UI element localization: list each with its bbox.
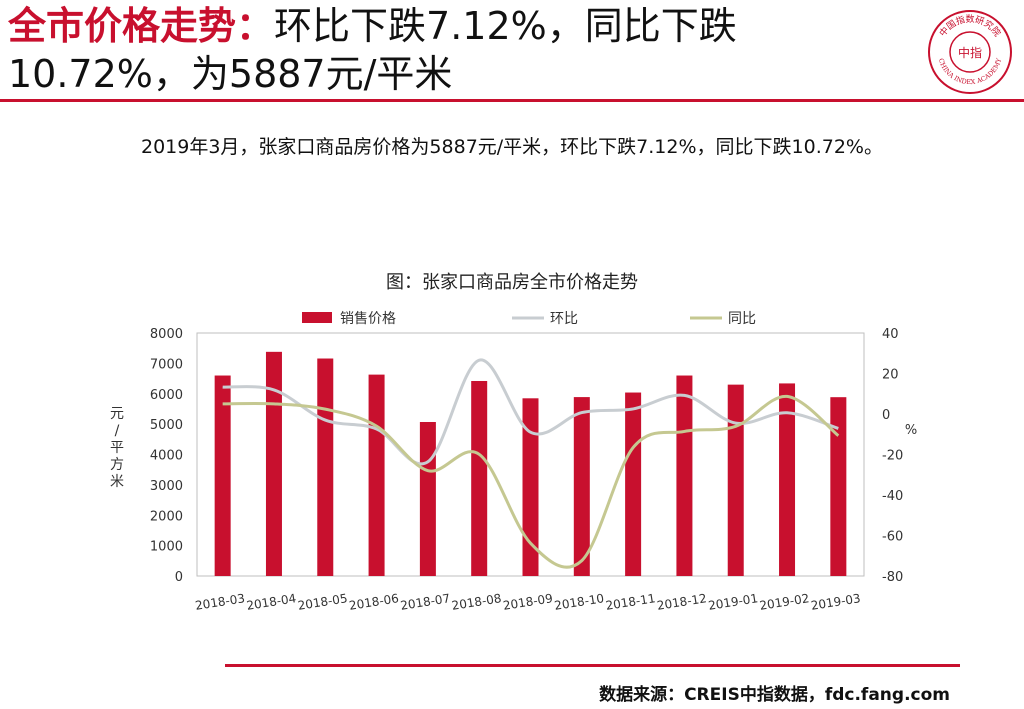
legend-label: 销售价格 — [340, 311, 396, 327]
title-divider — [0, 99, 1024, 102]
price-bar — [471, 380, 488, 576]
y-left-tick-label: 8000 — [150, 327, 183, 342]
x-tick-label: 2018-09 — [502, 591, 554, 613]
x-tick-label: 2018-10 — [553, 591, 605, 613]
x-tick-label: 2019-01 — [707, 591, 759, 613]
x-tick-label: 2018-05 — [297, 591, 349, 613]
y-right-tick-label: -20 — [882, 449, 903, 464]
y-left-tick-label: 4000 — [150, 449, 183, 464]
legend-label: 环比 — [550, 311, 578, 327]
price-bar — [676, 375, 693, 576]
y-left-tick-label: 7000 — [150, 357, 183, 372]
y-right-axis-label: % — [905, 423, 917, 438]
y-right-tick-label: -60 — [882, 530, 903, 545]
legend-label: 同比 — [728, 311, 756, 327]
x-tick-label: 2018-07 — [399, 591, 451, 613]
price-bar — [779, 383, 796, 576]
y-left-tick-label: 5000 — [150, 418, 183, 433]
x-tick-label: 2018-11 — [605, 591, 657, 613]
x-tick-label: 2019-02 — [759, 591, 811, 613]
y-left-axis-label-char: 元 — [110, 406, 124, 422]
page-title: 全市价格走势：环比下跌7.12%，同比下跌10.72%，为5887元/平米 — [8, 2, 908, 98]
x-tick-label: 2018-08 — [451, 591, 503, 613]
legend-swatch-bar — [302, 312, 332, 323]
x-tick-label: 2018-06 — [348, 591, 400, 613]
logo-center-text: 中指 — [958, 45, 982, 60]
yoy-line — [222, 394, 840, 569]
footer-divider — [225, 664, 960, 667]
y-right-tick-label: 0 — [882, 408, 890, 423]
price-bar — [727, 384, 744, 576]
y-left-tick-label: 3000 — [150, 479, 183, 494]
x-tick-label: 2018-03 — [194, 591, 246, 613]
price-bar — [265, 351, 282, 576]
price-bar — [830, 397, 847, 576]
y-left-axis-label-char: 米 — [110, 474, 124, 490]
price-bar — [625, 392, 642, 576]
y-left-axis-label-char: 方 — [110, 457, 124, 473]
price-bar — [368, 374, 385, 576]
y-left-tick-label: 1000 — [150, 540, 183, 555]
page-title-rest: 环比下跌7.12%，同比下跌10.72%，为5887元/平米 — [8, 4, 737, 96]
y-right-tick-label: -80 — [882, 570, 903, 585]
page-title-accent: 全市价格走势： — [8, 4, 275, 48]
y-left-tick-label: 2000 — [150, 509, 183, 524]
summary-text: 2019年3月，张家口商品房价格为5887元/平米，环比下跌7.12%，同比下跌… — [140, 136, 883, 158]
price-bar — [522, 398, 539, 576]
price-bar — [419, 421, 436, 576]
y-right-tick-label: -40 — [882, 489, 903, 504]
y-left-axis-label-char: / — [115, 423, 120, 439]
price-bar — [573, 397, 590, 576]
china-index-academy-seal-icon: 中国指数研究院 CHINA INDEX ACADEMY 中指 — [928, 10, 1012, 94]
x-tick-label: 2018-12 — [656, 591, 708, 613]
y-left-tick-label: 6000 — [150, 388, 183, 403]
x-tick-label: 2019-03 — [810, 591, 862, 613]
price-bar — [317, 358, 334, 576]
x-tick-label: 2018-04 — [245, 591, 297, 613]
chart-title: 图：张家口商品房全市价格走势 — [386, 272, 638, 293]
price-bar — [214, 375, 231, 576]
y-right-tick-label: 40 — [882, 327, 899, 342]
mom-line — [222, 358, 839, 466]
y-left-axis-label-char: 平 — [110, 440, 124, 456]
y-right-tick-label: 20 — [882, 368, 899, 383]
y-left-tick-label: 0 — [175, 570, 183, 585]
data-source: 数据来源：CREIS中指数据，fdc.fang.com — [599, 685, 950, 705]
